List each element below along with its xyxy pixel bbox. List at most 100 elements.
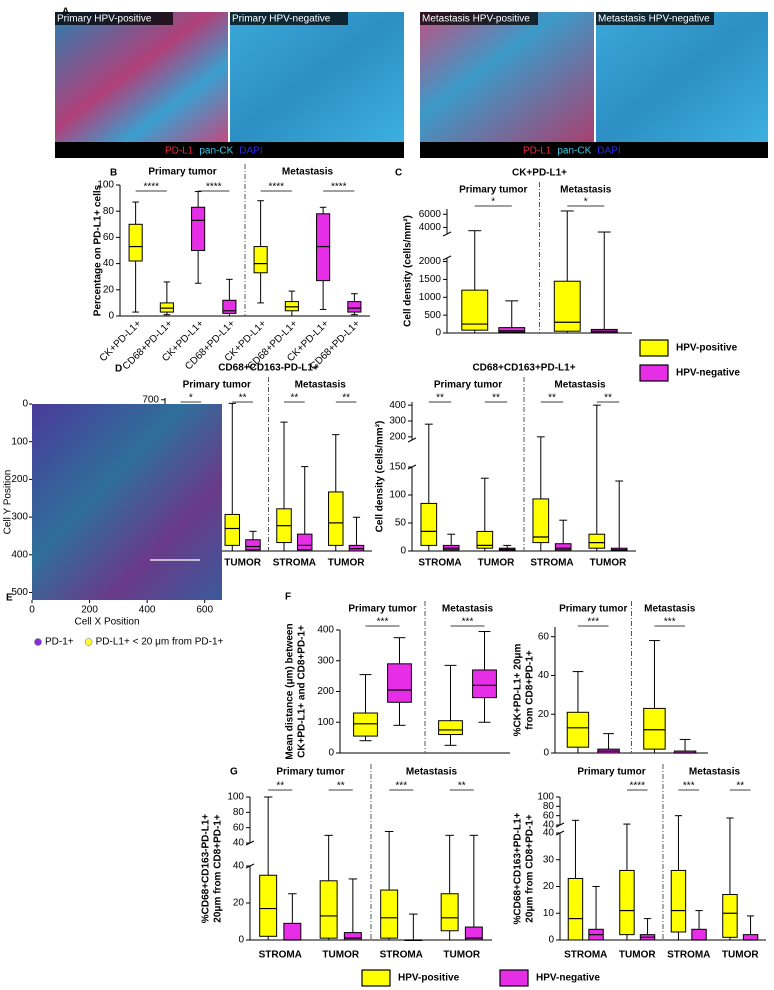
box	[347, 301, 362, 313]
significance-label: ****	[629, 781, 645, 792]
y-tick-label: 1500	[419, 274, 442, 285]
panel-letter: G	[230, 767, 238, 778]
group-title: Metastasis	[442, 604, 494, 615]
y-tick-label: 1000	[419, 292, 442, 303]
significance-label: *	[584, 197, 588, 208]
significance-label: ***	[395, 781, 407, 792]
x-tick-label: STROMA	[259, 950, 302, 961]
y-axis-label: Percentage on PD-L1+ cells	[93, 184, 104, 316]
x-tick-label: 0	[29, 605, 35, 616]
y-tick-label: 500	[424, 310, 441, 321]
y-tick-label: 20	[103, 284, 115, 295]
y-tick-label: 50	[395, 518, 407, 529]
y-tick-label: 0	[435, 328, 441, 339]
y-tick-label: 20	[543, 881, 555, 892]
x-tick-label: TUMOR	[224, 558, 261, 569]
group-title: Primary tumor	[434, 380, 502, 391]
y-tick-label: 40	[543, 828, 555, 839]
significance-label: **	[239, 393, 247, 404]
group-title: Primary tumor	[577, 767, 645, 778]
box	[328, 491, 344, 546]
significance-label: ***	[377, 617, 389, 628]
y-tick-label: 300	[389, 416, 406, 427]
group-title: Primary tumor	[559, 604, 627, 615]
box	[691, 928, 707, 941]
image-label: Primary HPV-negative	[232, 14, 331, 25]
y-axis-label: from CD8+PD-1+	[525, 650, 536, 730]
y-axis-label: 20μm from CD8+PD-1+	[213, 814, 224, 923]
x-tick-label: 400	[139, 605, 156, 616]
axis-break	[407, 437, 417, 443]
stain-label: pan-CK	[557, 146, 591, 157]
legend-label: PD-L1+ < 20 μm from PD-1+	[96, 637, 224, 648]
x-tick-label: TUMOR	[590, 558, 627, 569]
significance-label: **	[548, 393, 556, 404]
significance-label: **	[604, 393, 612, 404]
y-tick-label: 100	[97, 180, 114, 191]
chart-title: CD68+CD163+PD-L1+	[472, 363, 575, 374]
box	[554, 543, 572, 551]
chart-title: CK+PD-L1+	[512, 168, 567, 179]
y-tick-label: 80	[233, 807, 245, 818]
box	[420, 502, 438, 546]
significance-label: **	[290, 393, 298, 404]
y-tick-label: 40	[103, 258, 115, 269]
significance-label: ****	[331, 182, 347, 193]
significance-label: ****	[143, 182, 159, 193]
box	[319, 880, 338, 939]
panel-letter: B	[110, 168, 117, 179]
stain-label: pan-CK	[199, 146, 233, 157]
stain-label: DAPI	[597, 146, 620, 157]
x-tick-label: STROMA	[530, 558, 573, 569]
y-tick-label: 100	[317, 717, 334, 728]
y-axis-label: 20μm from CD8+PD-1+	[525, 814, 536, 923]
y-tick-label: 0	[328, 748, 334, 759]
image-label: Metastasis HPV-negative	[598, 14, 710, 25]
micrograph	[55, 12, 228, 142]
group-title: Metastasis	[295, 380, 347, 391]
y-tick-label: 80	[543, 801, 555, 812]
box	[253, 246, 268, 274]
image-label: Metastasis HPV-positive	[422, 14, 530, 25]
y-tick-label: 200	[317, 686, 334, 697]
y-tick-label: 100	[537, 792, 554, 803]
y-tick-label: 200	[11, 474, 28, 485]
x-tick-label: STROMA	[667, 950, 710, 961]
chart-title: CD68+CD163-PD-L1+	[218, 363, 319, 374]
group-title: Metastasis	[644, 604, 696, 615]
significance-label: **	[736, 781, 744, 792]
significance-label: ****	[268, 182, 284, 193]
y-tick-label: 20	[233, 898, 245, 909]
y-tick-label: 500	[11, 587, 28, 598]
x-tick-label: TUMOR	[322, 950, 359, 961]
box	[343, 932, 362, 941]
box	[498, 327, 526, 333]
y-tick-label: 80	[103, 206, 115, 217]
y-tick-label: 100	[227, 792, 244, 803]
box	[532, 498, 550, 544]
legend-swatch	[499, 969, 529, 987]
y-tick-label: 300	[317, 655, 334, 666]
y-tick-label: 100	[11, 436, 28, 447]
box	[588, 533, 606, 549]
y-tick-label: 400	[317, 625, 334, 636]
y-tick-label: 20	[538, 709, 550, 720]
box	[464, 926, 483, 941]
y-axis-label: Cell density (cells/mm²)	[375, 421, 386, 533]
y-tick-label: 0	[238, 935, 244, 946]
x-tick-label: TUMOR	[328, 558, 365, 569]
y-tick-label: 0	[543, 748, 549, 759]
significance-label: **	[436, 393, 444, 404]
y-tick-label: 40	[538, 670, 550, 681]
box	[567, 877, 584, 941]
panel-letter: E	[6, 593, 13, 604]
x-tick-label: STROMA	[418, 558, 461, 569]
box	[472, 669, 497, 699]
y-tick-label: 60	[538, 631, 550, 642]
group-title: Primary tumor	[148, 167, 216, 178]
significance-label: **	[492, 393, 500, 404]
box	[619, 869, 635, 936]
y-tick-label: 10	[543, 908, 555, 919]
axis-break	[442, 231, 452, 237]
